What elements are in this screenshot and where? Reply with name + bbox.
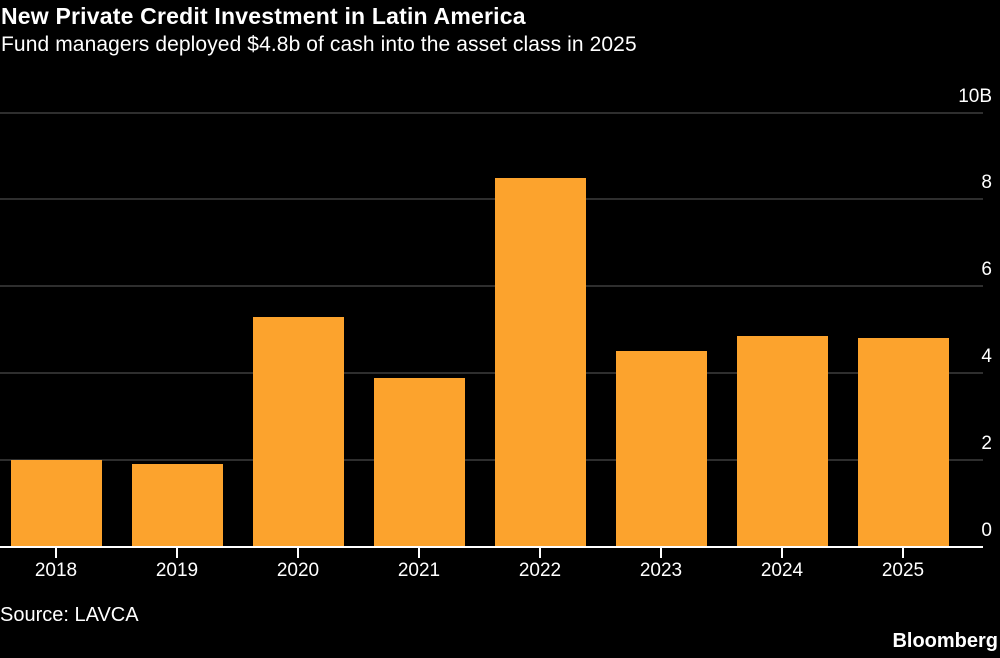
x-axis-baseline [0, 546, 983, 548]
x-axis-label-2022: 2022 [518, 560, 562, 581]
bar-2024 [736, 336, 828, 547]
bar-2023 [615, 351, 707, 547]
bar-2018 [10, 460, 102, 547]
x-axis-label-2025: 2025 [881, 560, 925, 581]
x-axis-label-2019: 2019 [155, 560, 199, 581]
y-gridline-8 [0, 198, 983, 201]
x-tick-2023 [660, 547, 662, 558]
y-axis-label-10B: 10B [958, 85, 992, 107]
x-tick-2022 [539, 547, 541, 558]
bar-2020 [252, 316, 344, 547]
x-axis-label-2020: 2020 [276, 560, 320, 581]
y-gridline-2 [0, 459, 983, 462]
x-axis-label-2018: 2018 [34, 560, 78, 581]
x-tick-2025 [902, 547, 904, 558]
y-axis-label-0: 0 [981, 520, 992, 541]
y-axis-label-2: 2 [981, 433, 992, 455]
x-tick-2024 [781, 547, 783, 558]
y-axis-label-8: 8 [981, 172, 992, 194]
bar-2022 [494, 177, 586, 547]
y-gridline-4 [0, 372, 983, 375]
y-gridline-6 [0, 285, 983, 288]
chart-title: New Private Credit Investment in Latin A… [1, 3, 526, 29]
x-axis-label-2021: 2021 [397, 560, 441, 581]
x-tick-2018 [55, 547, 57, 558]
bloomberg-logo: Bloomberg [892, 630, 998, 652]
x-axis-label-2024: 2024 [760, 560, 804, 581]
y-axis-label-4: 4 [981, 346, 992, 368]
y-gridline-10B [0, 111, 983, 114]
y-axis-label-6: 6 [981, 259, 992, 281]
chart-subtitle: Fund managers deployed $4.8b of cash int… [1, 33, 637, 56]
x-axis-label-2023: 2023 [639, 560, 683, 581]
x-tick-2019 [176, 547, 178, 558]
x-tick-2021 [418, 547, 420, 558]
bar-2019 [131, 464, 223, 547]
x-tick-2020 [297, 547, 299, 558]
bar-2021 [373, 377, 465, 547]
bar-2025 [857, 338, 949, 547]
source-label: Source: LAVCA [0, 604, 139, 626]
